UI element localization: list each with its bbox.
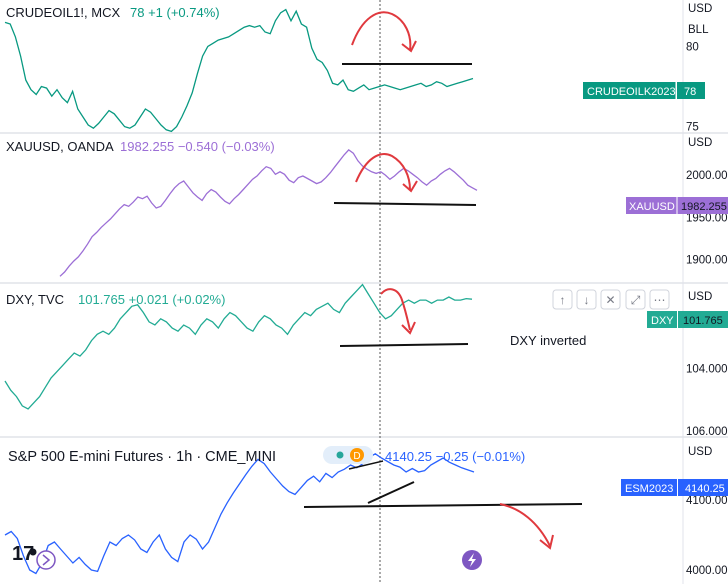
crude-badge-label: CRUDEOILK2023 (587, 86, 676, 98)
spx-header: S&P 500 E-mini Futures · 1h · CME_MINI D… (8, 446, 525, 465)
crude-quote: 78 +1 (+0.74%) (130, 5, 220, 20)
dxy-header: DXY, TVC 101.765 +0.021 (+0.02%) DXY inv… (6, 292, 586, 348)
dxy-y-tick-label: 104.000 (686, 364, 728, 376)
dxy-support-line (339, 343, 469, 347)
dxy-price-line (4, 283, 473, 410)
lightning-icon (468, 553, 476, 567)
crude-y-tick-label: 75 (686, 122, 699, 134)
crude-currency: USD (688, 3, 712, 15)
gold-badge-label: XAUUSD (629, 201, 675, 213)
gold-symbol: XAUUSD, OANDA (6, 139, 114, 154)
spx-symbol: S&P 500 E-mini Futures · 1h · CME_MINI (8, 449, 276, 465)
spx-wedge-line (367, 481, 415, 504)
dxy-arc-arrow (380, 288, 411, 331)
gold-badge-value: 1982.255 (681, 201, 727, 213)
spx-dividend-badge (350, 448, 364, 462)
gold-currency: USD (688, 137, 712, 149)
delete-pane-button[interactable]: ✕ (600, 289, 621, 310)
dxy-currency: USD (688, 291, 712, 303)
gold-support-line (333, 202, 477, 206)
crude-arc-arrow (351, 11, 412, 51)
spx-y-tick-label: 4000.000 (686, 565, 728, 577)
pane-more-button[interactable]: ⋯ (649, 289, 670, 310)
spx-upper-line (348, 460, 384, 470)
gold-y-tick-label: 2000.000 (686, 170, 728, 182)
more-icon: ⋯ (654, 293, 666, 307)
move-pane-up-button[interactable]: ↑ (552, 289, 573, 310)
tradingview-logo-text: 17 (12, 543, 34, 565)
chevron-right-icon (42, 554, 51, 566)
tradingview-logo[interactable]: 17 (12, 543, 37, 565)
crude-header: CRUDEOIL1!, MCX 78 +1 (+0.74%) (6, 5, 220, 20)
gold-arrowhead (402, 180, 418, 193)
dxy-badge-label: DXY (651, 315, 674, 327)
drawing-layer (303, 11, 583, 550)
dxy-y-tick-label: 106.000 (686, 426, 728, 438)
gold-header: XAUUSD, OANDA 1982.255 −0.540 (−0.03%) (6, 139, 275, 154)
go-to-realtime-button[interactable] (36, 550, 56, 570)
dxy-annotation: DXY inverted (510, 333, 586, 348)
lightning-alert-button[interactable] (462, 550, 482, 570)
arrow-up-icon: ↑ (560, 293, 566, 307)
dxy-badge-value: 101.765 (683, 315, 723, 327)
spx-y-tick-label: 4100.000 (686, 495, 728, 507)
maximize-pane-button[interactable]: ⤢ (625, 289, 646, 310)
pane-toolbar: ↑ ↓ ✕ ⤢ ⋯ (552, 289, 670, 310)
gold-arc-arrow (355, 153, 411, 191)
move-pane-down-button[interactable]: ↓ (576, 289, 597, 310)
spx-badge-label: ESM2023 (625, 483, 673, 495)
crude-price-badge: CRUDEOILK2023 78 (583, 82, 705, 99)
dxy-arrowhead (401, 321, 416, 335)
gold-price-line (59, 149, 478, 277)
dxy-price-badge: DXY 101.765 (647, 311, 728, 328)
spx-down-arrowhead (539, 534, 554, 550)
spx-currency: USD (688, 446, 712, 458)
crude-y-tick-label: 80 (686, 42, 699, 54)
crude-symbol: CRUDEOIL1!, MCX (6, 5, 120, 20)
gold-quote: 1982.255 −0.540 (−0.03%) (120, 139, 275, 154)
logo-dot (29, 548, 37, 556)
spx-badge-value: 4140.25 (685, 483, 725, 495)
gold-y-tick-label: 1900.000 (686, 254, 728, 266)
arrow-down-icon: ↓ (584, 293, 590, 307)
dxy-symbol: DXY, TVC (6, 292, 64, 307)
gold-price-badge: XAUUSD 1982.255 (626, 197, 728, 214)
crude-arrowhead (401, 40, 417, 53)
spx-down-arrow (499, 503, 551, 547)
spx-quote: 4140.25 −0.25 (−0.01%) (385, 449, 525, 464)
spx-price-badge: ESM2023 4140.25 (621, 479, 728, 496)
crude-price-line (4, 8, 474, 133)
spx-dividend-letter: D (353, 451, 360, 462)
dxy-quote: 101.765 +0.021 (+0.02%) (78, 292, 225, 307)
spx-support-line (303, 503, 583, 508)
close-icon: ✕ (605, 293, 615, 307)
right-scale-headers: USD BLL USD USD USD (688, 3, 712, 458)
expand-icon: ⤢ (630, 293, 641, 307)
spx-price-line (4, 453, 475, 575)
crude-unit: BLL (688, 24, 709, 36)
crude-badge-value: 78 (684, 86, 696, 98)
gold-y-tick-label: 1950.000 (686, 212, 728, 224)
